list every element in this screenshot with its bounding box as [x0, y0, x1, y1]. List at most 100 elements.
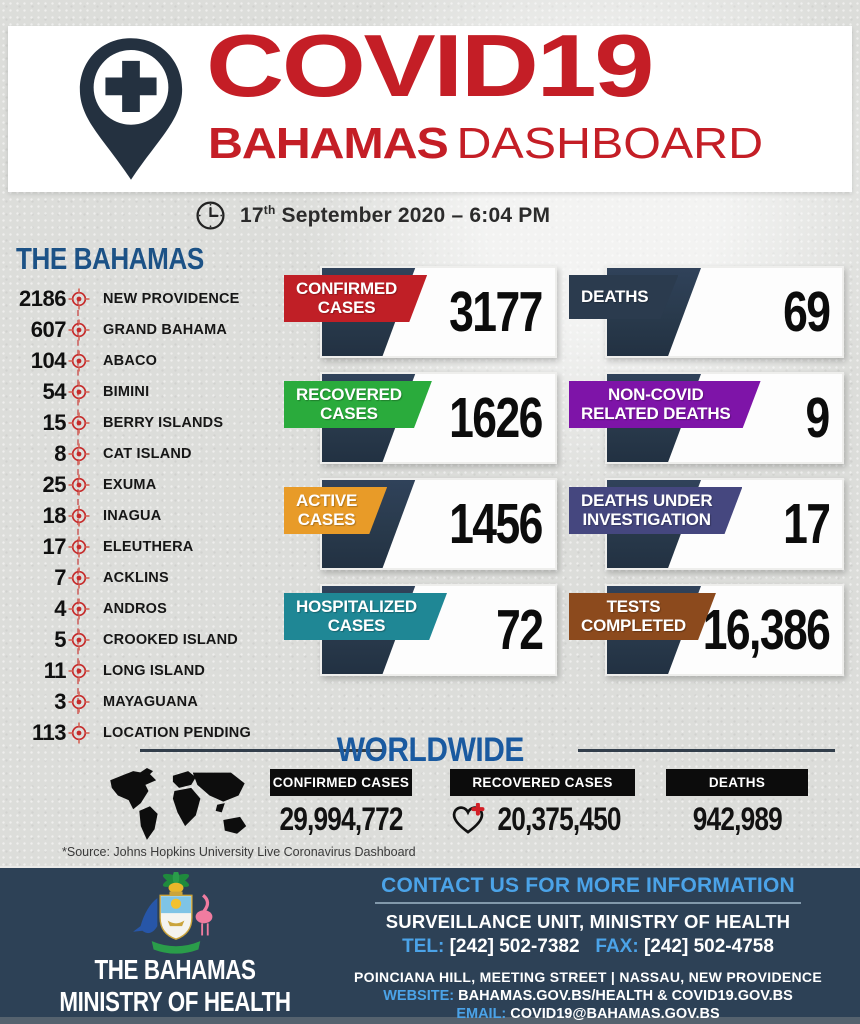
location-case-count: 25 — [42, 471, 67, 497]
location-name: ELEUTHERA — [103, 538, 194, 555]
crosshair-target-icon — [68, 722, 90, 743]
stat-card: 1456 ACTIVE CASES — [320, 478, 557, 570]
stat-card: 17 DEATHS UNDER INVESTIGATION — [605, 478, 844, 570]
location-name: BIMINI — [103, 383, 150, 400]
location-name: CAT ISLAND — [103, 445, 192, 462]
location-name: LONG ISLAND — [103, 662, 206, 679]
header-band: COVID19 BAHAMAS DASHBOARD — [8, 19, 852, 192]
stat-label: HOSPITALIZED CASES — [284, 593, 447, 640]
email-row: EMAIL: COVID19@BAHAMAS.GOV.BS — [330, 1006, 846, 1022]
dashboard-title: COVID19 — [206, 16, 654, 115]
crosshair-target-icon — [68, 567, 90, 588]
worldwide-recovered-label: RECOVERED CASES — [450, 769, 635, 796]
tel-fax-row: TEL: [242] 502-7382 FAX: [242] 502-4758 — [330, 936, 846, 958]
email-link[interactable]: COVID19@BAHAMAS.GOV.BS — [510, 1006, 720, 1022]
website-row: WEBSITE: BAHAMAS.GOV.BS/HEALTH & COVID19… — [330, 988, 846, 1004]
stat-value: 3177 — [449, 280, 543, 344]
heart-medical-cross-icon — [453, 803, 485, 834]
location-row: 2186 NEW PROVIDENCE — [4, 283, 294, 314]
location-case-count: 8 — [54, 440, 66, 466]
location-row: 4 ANDROS — [4, 593, 294, 624]
location-case-count: 7 — [54, 564, 66, 590]
national-stats-grid: 3177 CONFIRMED CASES 69 DEATHS 1626 RECO… — [320, 266, 844, 676]
worldwide-confirmed-label: CONFIRMED CASES — [270, 769, 412, 796]
stat-card: 72 HOSPITALIZED CASES — [320, 584, 557, 676]
fax-number[interactable]: [242] 502-4758 — [643, 936, 774, 957]
crosshair-target-icon — [68, 629, 90, 650]
website-label: WEBSITE: — [383, 988, 455, 1004]
crosshair-target-icon — [68, 443, 90, 464]
location-case-count: 17 — [42, 533, 67, 559]
location-name: CROOKED ISLAND — [103, 631, 238, 648]
location-case-count: 5 — [54, 626, 66, 652]
crosshair-target-icon — [68, 319, 90, 340]
location-row: 18 INAGUA — [4, 500, 294, 531]
subtitle-bahamas: BAHAMAS — [208, 119, 449, 168]
stat-value-panel — [668, 268, 842, 356]
crosshair-target-icon — [68, 536, 90, 557]
crosshair-target-icon — [68, 660, 90, 681]
stat-value: 9 — [805, 386, 831, 450]
location-case-count: 104 — [30, 347, 67, 373]
fax-label: FAX: — [595, 936, 639, 957]
location-case-list: 2186 NEW PROVIDENCE 607 — [4, 283, 294, 748]
worldwide-deaths-value: 942,989 — [692, 801, 782, 837]
location-name: ANDROS — [103, 600, 168, 617]
tel-label: TEL: — [402, 936, 445, 957]
medical-location-pin-icon — [79, 38, 183, 180]
worldwide-recovered-value: 20,375,450 — [450, 801, 635, 838]
worldwide-recovered-block: RECOVERED CASES 20,375,450 — [450, 769, 635, 838]
location-case-count: 607 — [30, 316, 67, 342]
contact-heading: CONTACT US FOR MORE INFORMATION — [375, 874, 801, 904]
location-case-count: 11 — [43, 657, 67, 683]
location-case-count: 3 — [54, 688, 66, 714]
world-map-icon — [110, 768, 247, 840]
location-row: 3 MAYAGUANA — [4, 686, 294, 717]
stat-card: 16,386 TESTS COMPLETED — [605, 584, 844, 676]
bahamas-coat-of-arms — [133, 872, 213, 954]
location-row: 607 GRAND BAHAMA — [4, 314, 294, 345]
location-name: BERRY ISLANDS — [103, 414, 224, 431]
tel-number[interactable]: [242] 502-7382 — [449, 936, 580, 957]
worldwide-heading: WORLDWIDE — [336, 731, 524, 769]
location-row: 104 ABACO — [4, 345, 294, 376]
dashed-connector-line — [77, 300, 79, 714]
subtitle-dashboard: DASHBOARD — [456, 119, 764, 168]
stat-label: RECOVERED CASES — [284, 381, 432, 428]
contact-block: CONTACT US FOR MORE INFORMATION SURVEILL… — [330, 874, 846, 1022]
location-row: 113 LOCATION PENDING — [4, 717, 294, 748]
street-address: POINCIANA HILL, MEETING STREET | NASSAU,… — [354, 969, 822, 985]
stat-label: CONFIRMED CASES — [284, 275, 427, 322]
stat-label: TESTS COMPLETED — [569, 593, 716, 640]
location-row: 7 ACKLINS — [4, 562, 294, 593]
crosshair-target-icon — [68, 598, 90, 619]
footer: THE BAHAMAS MINISTRY OF HEALTH CONTACT U… — [0, 866, 860, 1024]
location-row: 17 ELEUTHERA — [4, 531, 294, 562]
location-case-count: 113 — [32, 719, 67, 745]
worldwide-divider-left — [140, 749, 386, 752]
website-link[interactable]: BAHAMAS.GOV.BS/HEALTH & COVID19.GOV.BS — [458, 988, 793, 1004]
stat-card: 9 NON-COVID RELATED DEATHS — [605, 372, 844, 464]
stat-value-panel — [382, 480, 555, 568]
location-name: EXUMA — [103, 476, 157, 493]
location-row: 25 EXUMA — [4, 469, 294, 500]
bahamas-section-heading: THE BAHAMAS — [16, 241, 204, 276]
report-datetime: 17th September 2020 – 6:04 PM — [195, 198, 550, 232]
location-case-count: 18 — [42, 502, 67, 528]
worldwide-confirmed-block: CONFIRMED CASES 29,994,772 — [270, 769, 412, 838]
location-row: 54 BIMINI — [4, 376, 294, 407]
stat-label: DEATHS UNDER INVESTIGATION — [569, 487, 742, 534]
surveillance-unit: SURVEILLANCE UNIT, MINISTRY OF HEALTH — [385, 911, 791, 932]
email-label: EMAIL: — [456, 1006, 507, 1022]
crosshair-target-icon — [68, 691, 90, 712]
stat-label: DEATHS — [569, 275, 678, 319]
stat-value: 1456 — [449, 492, 543, 556]
source-note: *Source: Johns Hopkins University Live C… — [62, 845, 416, 859]
stat-card: 69 DEATHS — [605, 266, 844, 358]
stat-card: 3177 CONFIRMED CASES — [320, 266, 557, 358]
worldwide-deaths-block: DEATHS 942,989 — [666, 769, 808, 838]
location-name: GRAND BAHAMA — [103, 321, 228, 338]
worldwide-divider-right — [578, 749, 835, 752]
location-name: ACKLINS — [103, 569, 169, 586]
